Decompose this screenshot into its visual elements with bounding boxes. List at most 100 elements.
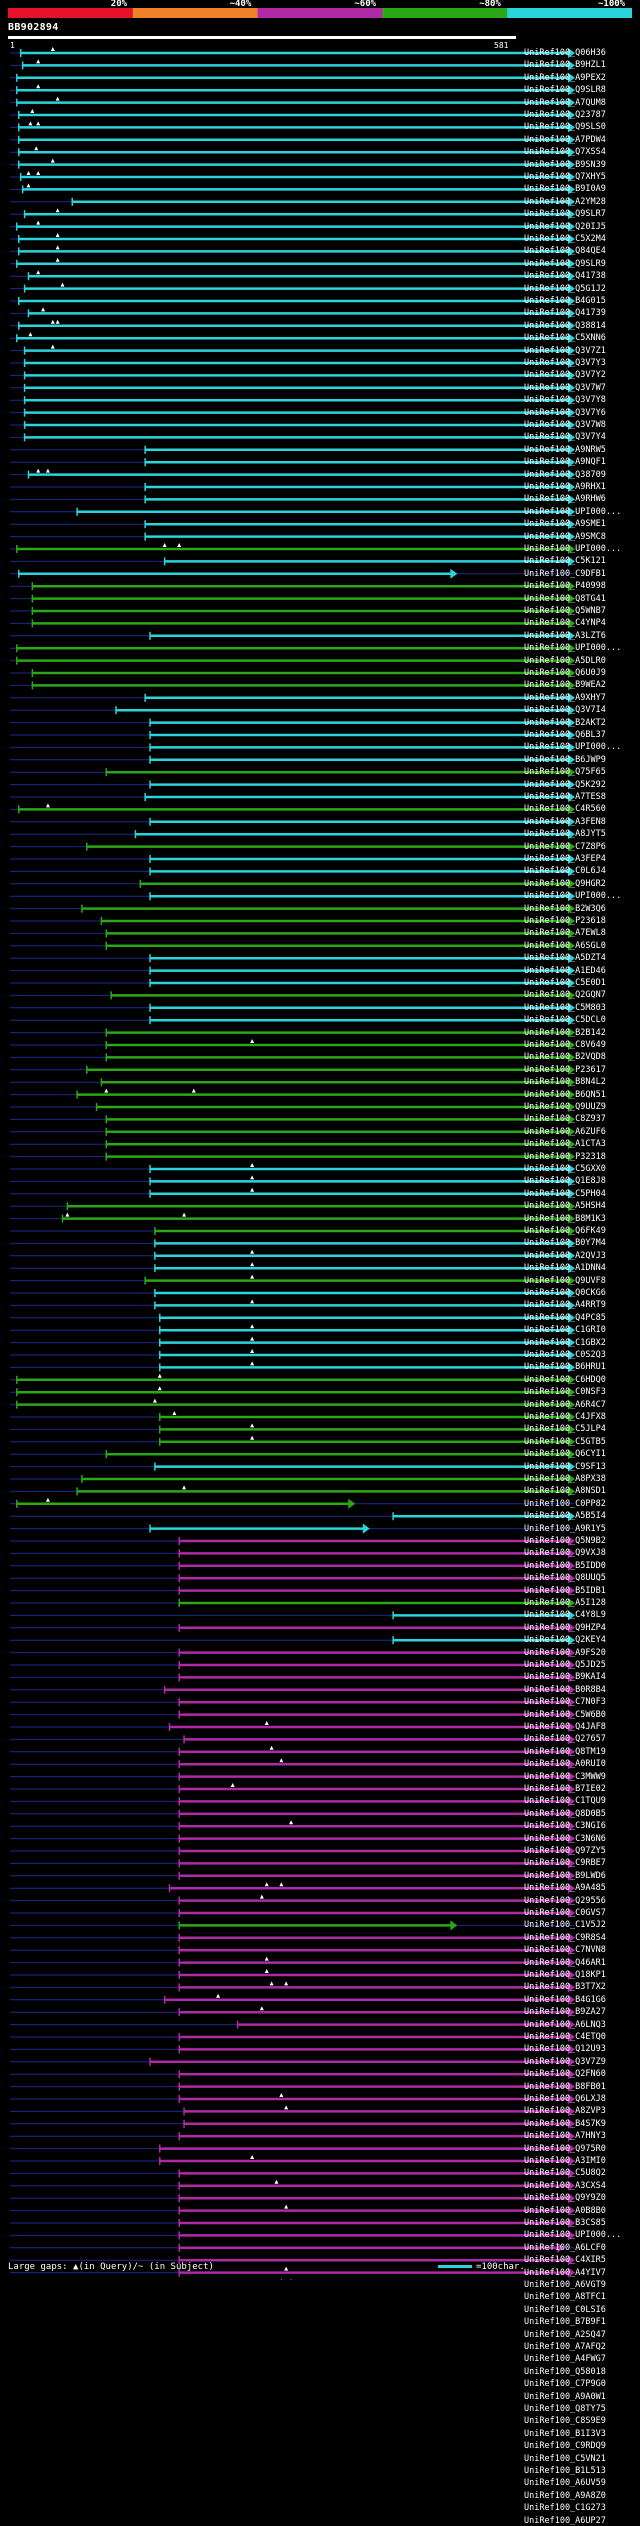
hit-row[interactable] xyxy=(10,319,575,331)
hit-label[interactable]: UniRef100_Q6FK49 xyxy=(524,1226,606,1236)
hit-row[interactable] xyxy=(10,1274,575,1286)
hit-row[interactable] xyxy=(10,1560,575,1571)
hit-label[interactable]: UniRef100_Q8UUQ5 xyxy=(524,1573,606,1584)
hit-label[interactable]: UniRef100_B1I3V3 xyxy=(524,2428,606,2439)
hit-label[interactable]: UniRef100_Q9UVF8 xyxy=(524,1275,606,1286)
hit-label[interactable]: UniRef100_C9RBE7 xyxy=(524,1858,606,1869)
hit-label[interactable]: UniRef100_Q7XSS4 xyxy=(524,147,606,158)
hit-label[interactable]: UniRef100_C3NGI6 xyxy=(524,1821,606,1832)
hit-row[interactable] xyxy=(10,940,575,951)
hit-row[interactable] xyxy=(10,233,575,244)
hit-label[interactable]: UniRef100_B9SN39 xyxy=(524,159,606,170)
hit-label[interactable]: UniRef100_C5PH04 xyxy=(524,1188,606,1199)
hit-label[interactable]: UniRef100_C5X2M4 xyxy=(524,234,606,244)
hit-row[interactable] xyxy=(10,109,575,120)
hit-row[interactable] xyxy=(10,307,575,319)
hit-label[interactable]: UniRef100_C7P9G0 xyxy=(524,2379,606,2390)
hit-row[interactable] xyxy=(10,1102,575,1112)
hit-row[interactable] xyxy=(10,1684,575,1695)
hit-label[interactable]: UniRef100_C7N0F3 xyxy=(524,1697,606,1708)
hit-row[interactable] xyxy=(10,332,575,344)
hit-row[interactable] xyxy=(10,1870,575,1881)
hit-label[interactable]: UniRef100_UPI000... xyxy=(524,643,622,654)
hit-row[interactable] xyxy=(10,568,574,579)
hit-row[interactable] xyxy=(10,121,575,133)
hit-row[interactable] xyxy=(10,1126,575,1137)
hit-row[interactable] xyxy=(10,1882,575,1894)
hit-label[interactable]: UniRef100_Q12U93 xyxy=(524,2044,606,2055)
hit-label[interactable]: UniRef100_Q5N9B2 xyxy=(524,1536,606,1546)
hit-label[interactable]: UniRef100_A3CXS4 xyxy=(524,2180,606,2191)
hit-label[interactable]: UniRef100_Q3V7Y2 xyxy=(524,370,606,381)
hit-row[interactable] xyxy=(10,208,575,220)
hit-row[interactable] xyxy=(10,829,575,840)
hit-row[interactable] xyxy=(10,2019,575,2030)
hit-label[interactable]: UniRef100_A8PX38 xyxy=(524,1474,606,1484)
hit-label[interactable]: UniRef100_C7Z8P6 xyxy=(524,841,606,852)
hit-row[interactable] xyxy=(10,1288,575,1298)
hit-row[interactable] xyxy=(10,420,575,430)
hit-row[interactable] xyxy=(10,2143,575,2154)
hit-label[interactable]: UniRef100_A0RUI0 xyxy=(524,1759,606,1770)
hit-label[interactable]: UniRef100_C5JLP4 xyxy=(524,1424,606,1435)
hit-label[interactable]: UniRef100_C0L6J4 xyxy=(524,866,606,877)
hit-row[interactable] xyxy=(10,630,575,641)
hit-row[interactable] xyxy=(10,643,575,654)
hit-row[interactable] xyxy=(10,1846,575,1856)
hit-label[interactable]: UniRef100_Q2GQN7 xyxy=(524,990,606,1001)
hit-label[interactable]: UniRef100_C6HDQ0 xyxy=(524,1374,606,1385)
hit-label[interactable]: UniRef100_P23618 xyxy=(524,916,606,926)
hit-label[interactable]: UniRef100_Q3V7Y3 xyxy=(524,358,606,368)
hit-label[interactable]: UniRef100_B5IDD0 xyxy=(524,1560,606,1571)
hit-label[interactable]: UniRef100_C8S9E9 xyxy=(524,2416,606,2427)
hit-label[interactable]: UniRef100_A9NQF1 xyxy=(524,457,606,468)
hit-row[interactable] xyxy=(10,1796,575,1807)
hit-row[interactable] xyxy=(10,158,575,170)
hit-label[interactable]: UniRef100_A2YM28 xyxy=(524,196,606,207)
hit-row[interactable] xyxy=(10,2242,574,2253)
hit-row[interactable] xyxy=(10,457,575,468)
hit-label[interactable]: UniRef100_Q3V7Z9 xyxy=(524,2056,606,2067)
hit-label[interactable]: UniRef100_Q06H36 xyxy=(524,48,606,58)
hit-row[interactable] xyxy=(10,382,575,393)
hit-row[interactable] xyxy=(10,1660,575,1670)
hit-label[interactable]: UniRef100_A7TES8 xyxy=(524,792,606,802)
hit-label[interactable]: UniRef100_C3N6N6 xyxy=(524,1833,606,1844)
hit-row[interactable] xyxy=(10,220,575,232)
hit-row[interactable] xyxy=(10,1771,575,1782)
hit-label[interactable]: UniRef100_Q41738 xyxy=(524,271,606,282)
hit-row[interactable] xyxy=(10,1139,575,1150)
hit-row[interactable] xyxy=(10,1411,575,1422)
hit-label[interactable]: UniRef100_B8FB01 xyxy=(524,2081,606,2092)
hit-row[interactable] xyxy=(10,556,575,567)
hit-row[interactable] xyxy=(10,2218,575,2228)
hit-row[interactable] xyxy=(10,1312,575,1323)
hit-row[interactable] xyxy=(10,1349,575,1360)
hit-label[interactable]: UniRef100_Q9SLR7 xyxy=(524,209,606,220)
hit-row[interactable] xyxy=(10,1398,575,1410)
hit-label[interactable]: UniRef100_Q2KEY4 xyxy=(524,1635,606,1646)
hit-row[interactable] xyxy=(10,72,575,83)
hit-label[interactable]: UniRef100_A9A8Z0 xyxy=(524,2490,606,2501)
hit-label[interactable]: UniRef100_P32318 xyxy=(524,1151,606,1162)
hit-label[interactable]: UniRef100_A7EWL8 xyxy=(524,928,606,939)
hit-label[interactable]: UniRef100_C9DFB1 xyxy=(524,568,606,579)
hit-label[interactable]: UniRef100_C0GVS7 xyxy=(524,1908,606,1918)
hit-label[interactable]: UniRef100_Q5WNB7 xyxy=(524,606,606,616)
hit-label[interactable]: UniRef100_A5DZT4 xyxy=(524,953,606,964)
hit-label[interactable]: UniRef100_C5VN21 xyxy=(524,2453,606,2464)
hit-row[interactable] xyxy=(10,171,575,182)
hit-label[interactable]: UniRef100_Q9SLR8 xyxy=(524,85,606,96)
hit-label[interactable]: UniRef100_A2QVJ3 xyxy=(524,1250,606,1261)
hit-label[interactable]: UniRef100_C5M803 xyxy=(524,1002,606,1013)
hit-row[interactable] xyxy=(10,803,575,815)
hit-label[interactable]: UniRef100_B9ZA27 xyxy=(524,2007,606,2018)
hit-label[interactable]: UniRef100_Q18KP1 xyxy=(524,1970,606,1980)
hit-label[interactable]: UniRef100_A4FWG7 xyxy=(524,2354,606,2365)
hit-row[interactable] xyxy=(10,1088,575,1100)
hit-row[interactable] xyxy=(10,1449,575,1460)
hit-label[interactable]: UniRef100_Q3V7Y6 xyxy=(524,407,606,418)
hit-row[interactable] xyxy=(10,468,575,480)
hit-row[interactable] xyxy=(10,1548,575,1559)
hit-row[interactable] xyxy=(10,1945,575,1956)
